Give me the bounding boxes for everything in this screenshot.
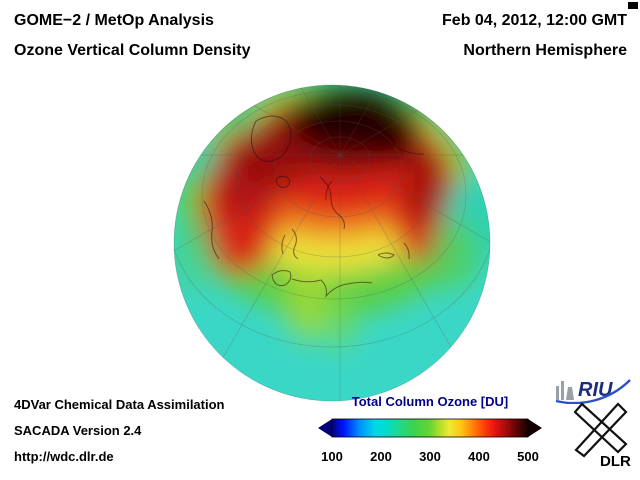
header-title-line2: Ozone Vertical Column Density: [14, 42, 251, 59]
colorbar-gradient: [318, 418, 542, 438]
colorbar-title: Total Column Ozone [DU]: [351, 394, 509, 409]
colorbar-tick-label: 100: [321, 449, 343, 464]
footer-assimilation-line: 4DVar Chemical Data Assimilation: [14, 397, 225, 412]
globe-coastlines: [203, 115, 425, 298]
dlr-text: DLR: [600, 453, 631, 468]
colorbar: Total Column Ozone [DU] 100 200 300 400 …: [318, 394, 542, 465]
globe-rim: [173, 84, 491, 402]
colorbar-gradient-bar: [331, 418, 529, 438]
header-date: Feb 04, 2012, 12:00 GMT: [442, 12, 627, 29]
riu-text: RIU: [578, 379, 613, 401]
riu-logo: RIU: [555, 379, 631, 404]
footer-version-line: SACADA Version 2.4: [14, 423, 142, 438]
corner-mark: [628, 2, 638, 9]
globe-graticule: [174, 85, 490, 401]
footer-url: http://wdc.dlr.de: [14, 449, 114, 464]
riu-swoosh: [555, 379, 631, 404]
header-title-line1: GOME−2 / MetOp Analysis: [14, 12, 214, 29]
colorbar-tick-label: 300: [419, 449, 441, 464]
ozone-globe: [173, 84, 491, 402]
header-region: Northern Hemisphere: [463, 42, 627, 59]
colorbar-ticks: 100 200 300 400 500: [318, 449, 542, 465]
dlr-logo: DLR: [574, 402, 631, 468]
colorbar-left-arrow-icon: [318, 419, 332, 437]
riu-tower-icon: [556, 381, 574, 400]
colorbar-tick-label: 500: [517, 449, 539, 464]
colorbar-tick-label: 200: [370, 449, 392, 464]
dlr-emblem-icon: [574, 402, 628, 458]
colorbar-right-arrow-icon: [528, 419, 542, 437]
colorbar-tick-label: 400: [468, 449, 490, 464]
